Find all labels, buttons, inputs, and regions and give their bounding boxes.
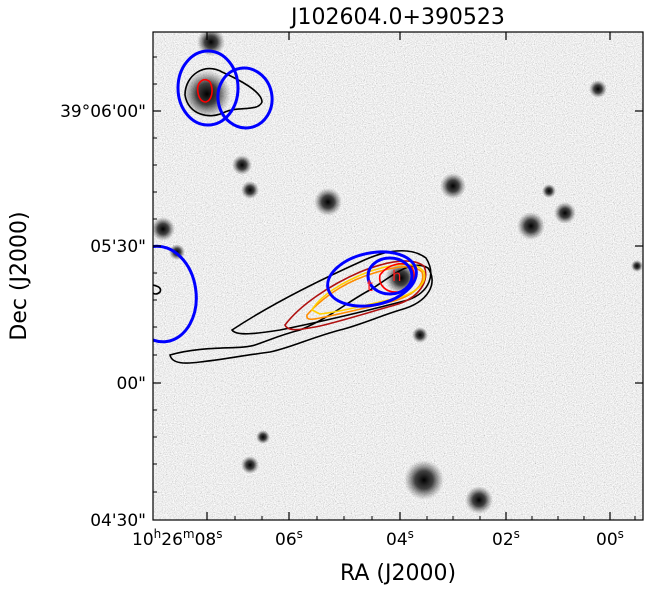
y-tick-label-0: 39°06'00" (60, 102, 146, 122)
image-area: h t (153, 32, 643, 520)
star (440, 173, 466, 199)
red-contour-topleft (196, 78, 213, 103)
star (232, 155, 252, 175)
star (554, 202, 576, 224)
star (589, 80, 607, 98)
y-axis-label: Dec (J2000) (7, 211, 32, 340)
star (517, 212, 545, 240)
x-tick-label-2: 04s (386, 527, 414, 550)
black-contour-inner (230, 249, 432, 335)
star (465, 486, 493, 514)
darkred-contour (284, 260, 427, 331)
star (314, 188, 342, 216)
figure-title: J102604.0+390523 (289, 5, 505, 30)
marker-h: h (392, 267, 402, 285)
y-tick-label-2: 00" (117, 374, 146, 394)
x-axis-label: RA (J2000) (340, 561, 456, 586)
star (241, 181, 259, 199)
x-tick-label-0: 10h26m08s (132, 527, 223, 550)
blue-ellipse-topleft-2 (216, 66, 274, 130)
x-tick-label-4: 00s (596, 527, 624, 550)
blue-ellipse-topleft-1 (176, 49, 240, 127)
blue-ellipse-source-small (366, 256, 414, 296)
major-ticks (153, 32, 643, 520)
star (256, 430, 270, 444)
black-contour-source (169, 264, 433, 364)
star (412, 327, 428, 343)
star (542, 184, 556, 198)
minor-ticks (153, 56, 636, 520)
marker-t: t (367, 277, 373, 295)
x-tick-label-3: 02s (492, 527, 520, 550)
star (631, 260, 643, 272)
star (241, 456, 259, 474)
star (404, 460, 444, 500)
star (153, 217, 175, 241)
x-tick-label-1: 06s (275, 527, 303, 550)
black-contour-left-edge (153, 284, 162, 295)
black-contour-topleft (184, 67, 263, 117)
plot-frame (152, 31, 644, 521)
y-tick-label-3: 04'30" (90, 511, 146, 531)
blue-ellipse-source-large (326, 250, 418, 308)
y-tick-label-1: 05'30" (90, 237, 146, 257)
